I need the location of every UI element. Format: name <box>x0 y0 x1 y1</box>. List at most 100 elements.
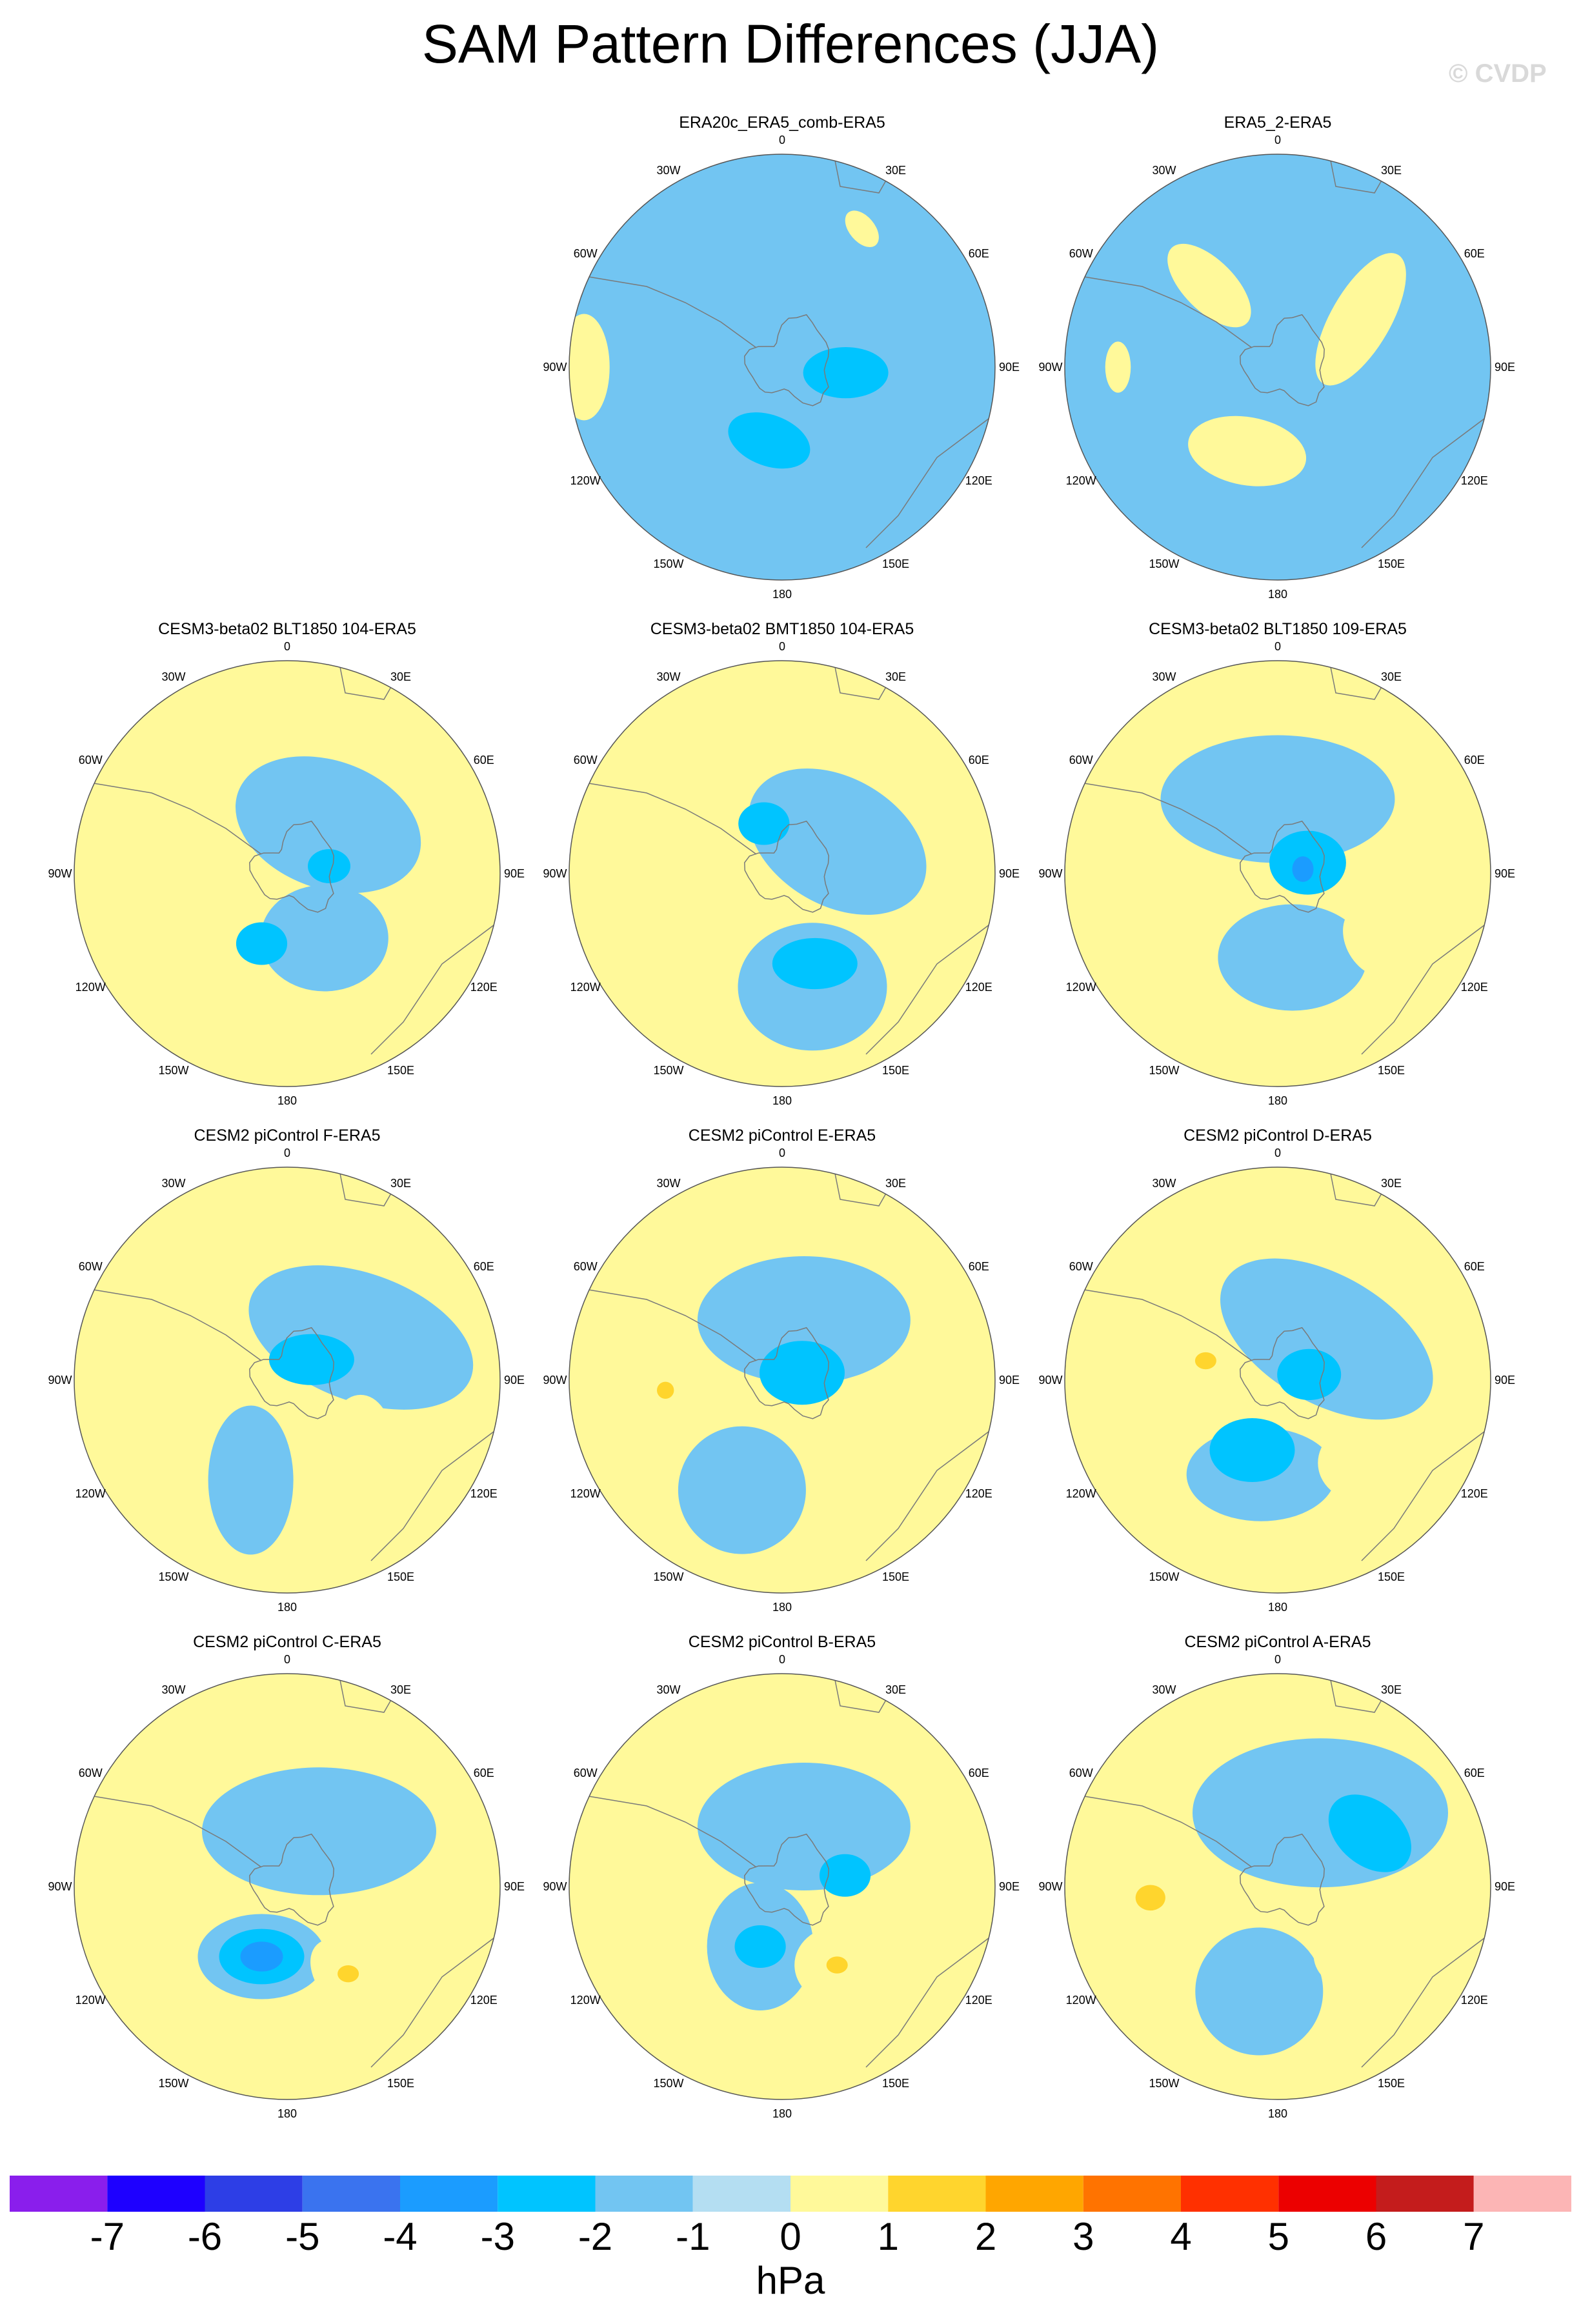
longitude-label: 30E <box>390 1177 411 1190</box>
longitude-label: 30W <box>656 670 680 683</box>
longitude-label: 120E <box>1461 1994 1488 2007</box>
anomaly-region <box>1343 905 1405 977</box>
field-background <box>569 154 995 580</box>
longitude-label: 30E <box>1381 164 1402 177</box>
anomaly-region <box>1123 896 1200 960</box>
coastline <box>588 783 757 855</box>
coastline <box>338 1674 398 1713</box>
coastline <box>588 276 757 348</box>
anomaly-region <box>1292 856 1314 882</box>
longitude-label: 30W <box>656 1177 680 1190</box>
longitude-label: 150W <box>653 1064 683 1077</box>
anomaly-region <box>604 854 698 930</box>
longitude-label: 90W <box>1038 1880 1062 1893</box>
coastline <box>1329 1167 1388 1207</box>
anomaly-region <box>1315 253 1406 386</box>
anomaly-region <box>1218 904 1367 1011</box>
longitude-label: 60W <box>574 1767 598 1779</box>
longitude-label: 90W <box>543 1880 567 1893</box>
panel-title: ERA5_2-ERA5 <box>1224 114 1332 132</box>
colorbar-swatch <box>107 2176 205 2212</box>
colorbar-tick-label: -6 <box>187 2215 223 2258</box>
longitude-label: 30E <box>885 164 906 177</box>
colorbar-swatch <box>1473 2176 1571 2212</box>
colorbar-tick-label: 4 <box>1170 2215 1192 2258</box>
longitude-label: 120W <box>570 981 601 994</box>
anomaly-region <box>1318 1424 1404 1501</box>
polar-map: 0 30E 60E 90E 120E 150E 180 150W 120W 90W 60W 30W <box>1038 135 1515 601</box>
anomaly-region <box>308 849 350 883</box>
longitude-label: 120E <box>470 1487 498 1500</box>
panel-title: CESM3-beta02 BLT1850 104-ERA5 <box>158 620 416 638</box>
coastline <box>370 1938 494 2068</box>
map-boundary <box>1064 1673 1491 2100</box>
colorbar-swatch <box>595 2176 693 2212</box>
longitude-label: 150E <box>1378 1570 1405 1583</box>
map-panel: CESM2 piControl A-ERA5 0 30E 60E 90E 120E 150E… <box>1032 1632 1523 2136</box>
longitude-label: 90W <box>1038 867 1062 880</box>
panel-title: CESM2 piControl F-ERA5 <box>194 1127 381 1145</box>
panel-title: CESM2 piControl B-ERA5 <box>688 1633 876 1651</box>
map-boundary <box>569 154 996 581</box>
longitude-label: 120E <box>965 981 992 994</box>
longitude-label: 150W <box>158 1064 188 1077</box>
longitude-label: 90E <box>1495 1374 1515 1387</box>
anomaly-region <box>1167 243 1251 328</box>
longitude-label: 30E <box>885 670 906 683</box>
anomaly-region <box>819 1854 871 1897</box>
colorbar-tick-label: -7 <box>90 2215 125 2258</box>
coastline <box>338 1167 398 1207</box>
anomaly-region <box>260 885 388 992</box>
panel-title: ERA20c_ERA5_comb-ERA5 <box>679 114 885 132</box>
panel-title: CESM2 piControl E-ERA5 <box>688 1127 876 1145</box>
polar-map: 0 30E 60E 90E 120E 150E 180 150W 120W 90W 60W 30W <box>543 1148 1020 1614</box>
watermark: © CVDP <box>1449 59 1547 88</box>
coastline <box>1361 1938 1485 2068</box>
longitude-label: 60W <box>1069 1260 1093 1273</box>
longitude-label: 30E <box>885 1683 906 1696</box>
colorbar-tick-label: -2 <box>578 2215 613 2258</box>
colorbar-swatch <box>1181 2176 1279 2212</box>
anomaly-region <box>678 1426 806 1554</box>
longitude-label: 120W <box>1066 1994 1096 2007</box>
longitude-label: 120E <box>1461 474 1488 487</box>
coastline <box>865 925 989 1055</box>
colorbar <box>10 2176 1571 2212</box>
longitude-label: 30E <box>390 1683 411 1696</box>
longitude-label: 90W <box>48 1880 72 1893</box>
coastline <box>588 1796 757 1868</box>
colorbar-swatch <box>1376 2176 1474 2212</box>
anomaly-region <box>845 210 879 248</box>
anomaly-region <box>328 1394 393 1489</box>
colorbar-tick-label: -3 <box>480 2215 515 2258</box>
anomaly-region <box>96 846 172 911</box>
coastline <box>1240 1327 1325 1419</box>
anomaly-region <box>697 1763 911 1890</box>
longitude-label: 0 <box>1274 641 1281 653</box>
map-boundary <box>1064 154 1491 581</box>
map-panel: CESM2 piControl B-ERA5 0 30E 60E 90E 120E 150E… <box>537 1632 1027 2136</box>
longitude-label: 0 <box>779 135 785 146</box>
anomaly-region <box>123 1854 217 1919</box>
longitude-label: 90E <box>999 1880 1020 1893</box>
coastline <box>1083 783 1253 855</box>
longitude-label: 120W <box>1066 474 1096 487</box>
longitude-label: 180 <box>1268 2107 1287 2120</box>
longitude-label: 150W <box>1149 557 1179 570</box>
anomaly-region <box>1188 416 1307 486</box>
coastline <box>1361 1431 1485 1561</box>
coastline <box>249 1833 334 1926</box>
coastline <box>865 418 989 548</box>
anomaly-region <box>337 1965 359 1983</box>
anomaly-region <box>734 1925 786 1968</box>
longitude-label: 90E <box>1495 867 1515 880</box>
page-title: SAM Pattern Differences (JJA) <box>421 14 1160 74</box>
anomaly-region <box>772 937 858 990</box>
map-panel: CESM2 piControl F-ERA5 0 30E 60E 90E 120E 150E… <box>42 1126 532 1629</box>
coastline <box>1240 820 1325 913</box>
map-panel: ERA20c_ERA5_comb-ERA5 0 30E 60E 90E 120E 150E 1… <box>537 113 1027 616</box>
longitude-label: 0 <box>1274 1654 1281 1666</box>
polar-map: 0 30E 60E 90E 120E 150E 180 150W 120W 90W 60W 30W <box>1038 1654 1515 2120</box>
longitude-label: 180 <box>772 2107 792 2120</box>
colorbar-swatch <box>692 2176 790 2212</box>
